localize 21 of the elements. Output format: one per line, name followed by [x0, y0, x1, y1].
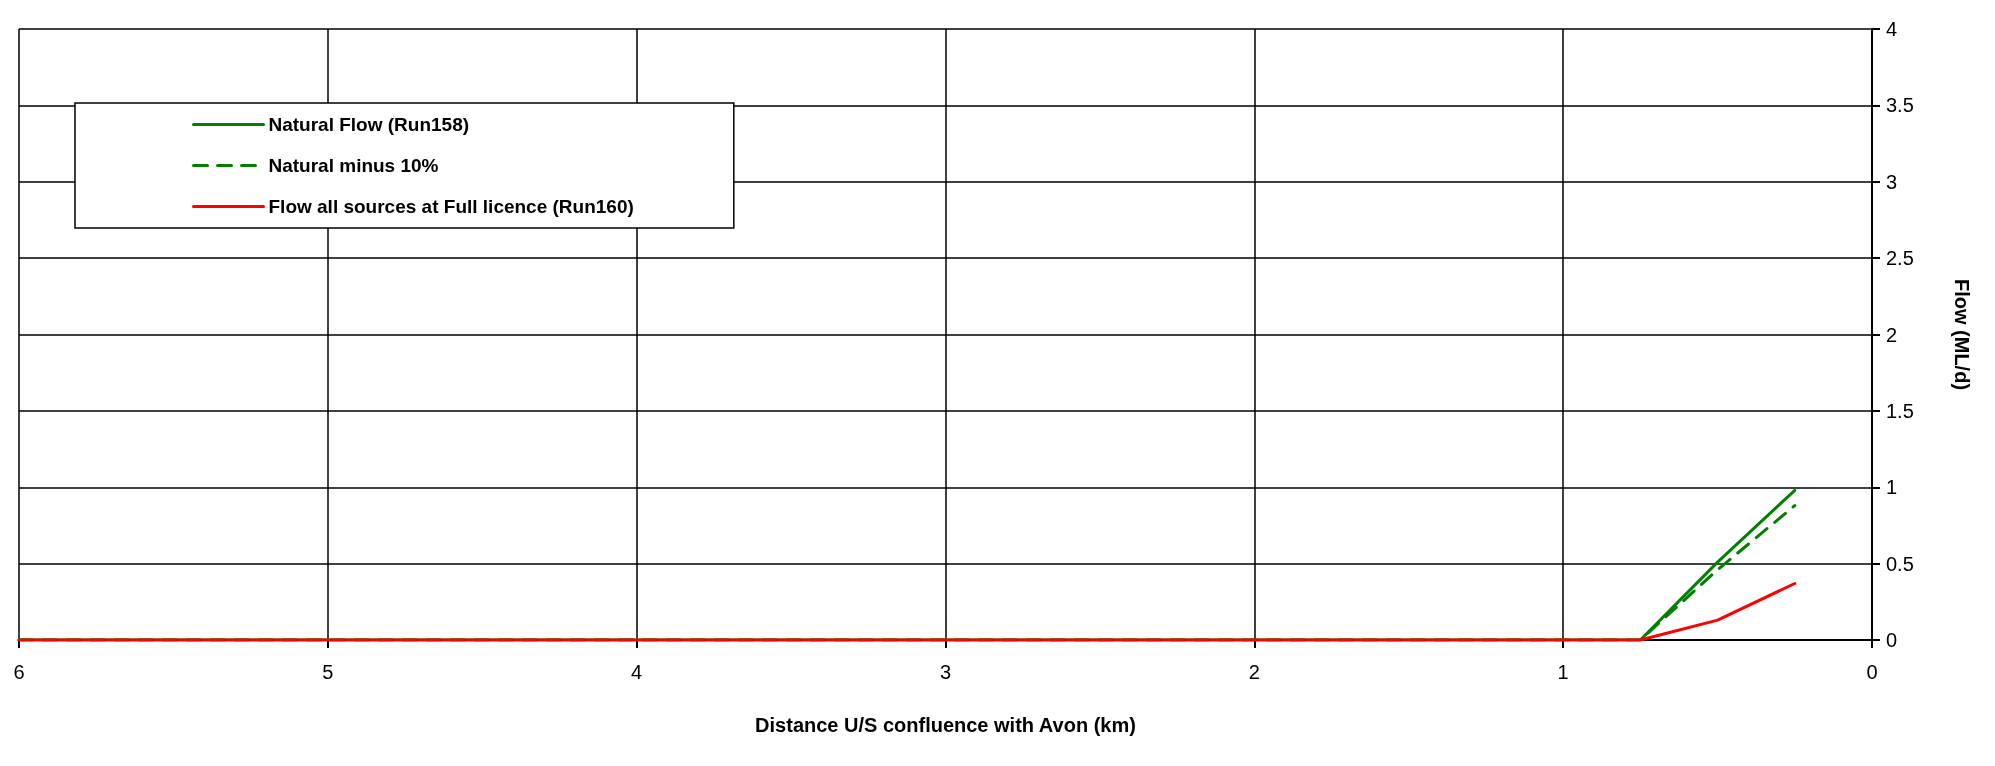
x-tick-label: 4 — [631, 661, 643, 683]
y-axis-title: Flow (ML/d) — [1951, 278, 1973, 391]
legend-label: Flow all sources at Full licence (Run160) — [268, 196, 634, 217]
y-tick-label: 0.5 — [1886, 552, 1914, 575]
y-tick-label: 4 — [1886, 18, 1898, 40]
y-tick-label: 1 — [1886, 476, 1898, 499]
legend-label: Natural minus 10% — [268, 155, 439, 176]
y-tick-label: 1.5 — [1886, 399, 1914, 422]
x-tick-label: 6 — [13, 661, 25, 683]
x-tick-label: 2 — [1248, 661, 1260, 683]
x-tick-label: 0 — [1866, 661, 1878, 683]
x-axis-title: Distance U/S confluence with Avon (km) — [755, 714, 1136, 736]
y-tick-label: 2.5 — [1886, 247, 1914, 270]
x-tick-label: 1 — [1557, 661, 1569, 683]
y-tick-label: 2 — [1886, 323, 1898, 346]
y-tick-label: 3 — [1886, 170, 1898, 193]
y-tick-label: 3.5 — [1886, 94, 1914, 117]
x-tick-label: 5 — [322, 661, 334, 683]
y-tick-label: 0 — [1886, 629, 1898, 651]
x-tick-label: 3 — [939, 661, 952, 683]
legend-label: Natural Flow (Run158) — [268, 114, 470, 135]
